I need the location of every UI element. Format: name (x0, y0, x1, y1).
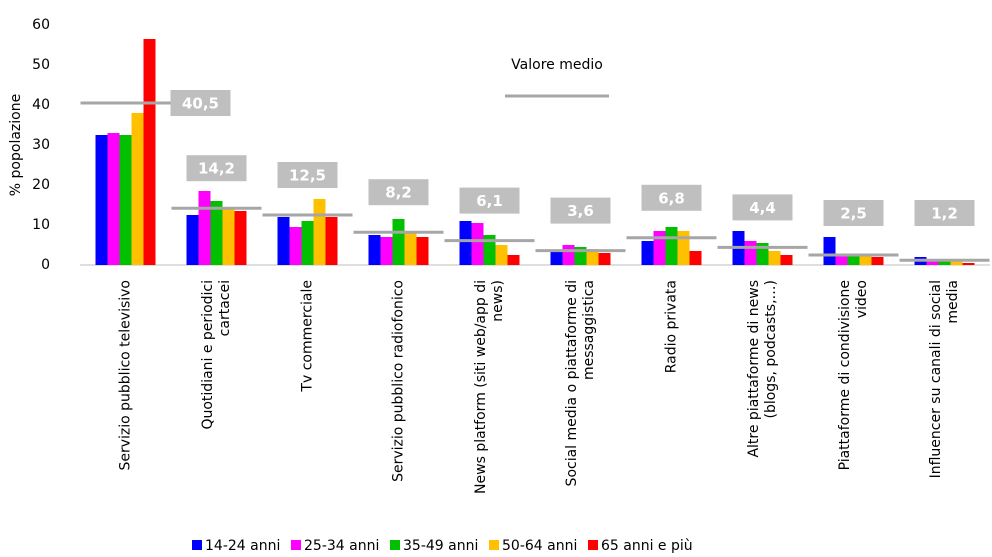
bar (926, 259, 939, 265)
bar (950, 261, 963, 265)
bar (483, 235, 496, 265)
legend-label: 14-24 anni (205, 538, 280, 554)
average-label: 4,4 (749, 199, 776, 217)
x-tick-label: Radio privata (664, 280, 680, 373)
bar (289, 227, 302, 265)
bar (677, 231, 690, 265)
x-tick-label: Tv commerciale (300, 280, 316, 393)
legend-swatch (588, 540, 598, 550)
bar (507, 255, 520, 265)
y-axis-label: % popolazione (8, 94, 24, 196)
legend-swatch (489, 540, 499, 550)
bar (380, 237, 393, 265)
legend-label: 25-34 anni (304, 538, 379, 554)
bar (598, 253, 611, 265)
bar (823, 237, 836, 265)
x-tick-label: Quotidiani e periodicicartacei (200, 280, 233, 430)
x-tick-label: Servizio pubblico radiofonico (391, 280, 407, 482)
legend-label: 65 anni e più (601, 538, 693, 554)
y-tick-label: 40 (32, 97, 50, 113)
x-tick-label: Influencer su canali di socialmedia (928, 280, 961, 478)
bar (143, 39, 156, 265)
bar (653, 231, 666, 265)
average-label: 12,5 (289, 167, 326, 185)
average-label-box (368, 179, 429, 206)
average-label: 2,5 (840, 205, 867, 223)
average-label: 3,6 (567, 202, 594, 220)
x-tick-label: Altre piattaforme di news(blogs, podcast… (746, 280, 779, 458)
bar (562, 245, 575, 265)
legend-swatch (192, 540, 202, 550)
bar (768, 251, 781, 265)
average-label: 6,1 (476, 192, 503, 210)
y-tick-label: 60 (32, 17, 50, 33)
y-tick-label: 10 (32, 217, 50, 233)
bar (210, 201, 223, 265)
average-label-box (186, 155, 247, 182)
bar (301, 221, 314, 265)
y-tick-label: 20 (32, 177, 50, 193)
average-label: 8,2 (385, 184, 412, 202)
bar (780, 255, 793, 265)
average-label: 1,2 (931, 205, 958, 223)
bar (586, 249, 599, 265)
bar (859, 255, 872, 265)
average-label-box (641, 184, 702, 211)
bar (95, 135, 108, 265)
bar (689, 251, 702, 265)
bar (550, 251, 563, 265)
legend-label: 35-49 anni (403, 538, 478, 554)
average-label: 40,5 (182, 95, 219, 113)
bar (131, 113, 144, 265)
bar (119, 135, 132, 265)
bar (416, 237, 429, 265)
bar (404, 231, 417, 265)
bar (847, 255, 860, 265)
average-label-box (823, 200, 884, 226)
bar (938, 259, 951, 265)
average-label-box (170, 90, 231, 116)
legend-swatch (390, 540, 400, 550)
x-tick-label: Servizio pubblico televisivo (118, 280, 134, 471)
average-label: 6,8 (658, 189, 685, 207)
bar (835, 255, 848, 265)
bar (107, 133, 120, 265)
legend-swatch (291, 540, 301, 550)
bar (392, 219, 405, 265)
average-label-box (459, 187, 520, 214)
bar (313, 199, 326, 265)
average-label-box (277, 162, 338, 188)
average-label-box (914, 200, 975, 226)
bar (186, 215, 199, 265)
legend-label: 50-64 anni (502, 538, 577, 554)
average-label: 14,2 (198, 160, 235, 178)
bar (222, 209, 235, 265)
bar (962, 263, 975, 265)
bar (871, 257, 884, 265)
bar (744, 241, 757, 265)
bar (459, 221, 472, 265)
bar (198, 191, 211, 265)
bar (665, 227, 678, 265)
bar (368, 235, 381, 265)
bar (641, 241, 654, 265)
y-tick-label: 0 (41, 257, 50, 273)
y-tick-label: 50 (32, 57, 50, 73)
y-tick-label: 30 (32, 137, 50, 153)
average-label-box (732, 194, 793, 221)
x-tick-label: Social media o piattaforme dimessaggisti… (564, 280, 597, 486)
x-tick-label: Piattaforme di condivisionevideo (837, 280, 870, 470)
bar (495, 245, 508, 265)
bar (234, 211, 247, 265)
bar (277, 217, 290, 265)
average-label-box (550, 197, 611, 224)
legend-label: Valore medio (511, 57, 603, 73)
bar (471, 223, 484, 265)
x-tick-label: News platform (siti web/app dinews) (473, 280, 506, 494)
bar (325, 217, 338, 265)
